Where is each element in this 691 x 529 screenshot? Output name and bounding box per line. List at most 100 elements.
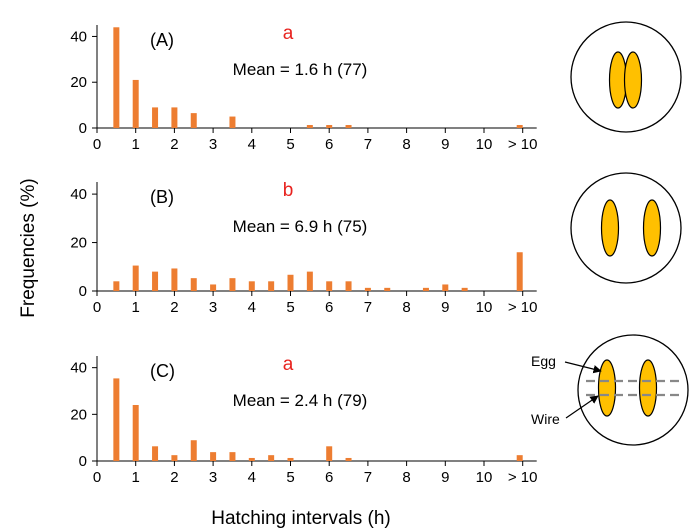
x-tick-label: 4 [248,136,256,153]
bar [516,455,523,461]
bar [152,271,159,291]
x-tick-label: 5 [286,469,294,486]
significance-letter: a [283,354,294,375]
x-tick-label: 8 [402,299,410,316]
bar [190,113,197,128]
y-tick-label: 40 [70,28,87,45]
x-tick-label: 8 [402,469,410,486]
egg-icon [600,199,620,257]
bar [152,107,159,128]
x-tick-label: 6 [325,136,333,153]
bar [268,281,275,291]
bar [516,252,523,291]
bar [229,116,236,128]
bar [268,455,275,461]
bar [516,125,523,128]
x-tick-label: 2 [170,299,178,316]
wire-label: Wire [531,411,560,427]
significance-letter: a [283,23,294,44]
bar [306,271,313,291]
bar [171,455,178,461]
significance-letter: b [283,180,294,201]
x-tick-label: 0 [93,136,101,153]
panel-label: (B) [150,187,174,207]
wire-arrow [565,395,599,419]
panel-1: 0 20 40 0 1 2 3 4 5 6 7 8 9 10 > 10 (A) a Mean = 1.6 h (7… [70,23,537,153]
bar [210,452,217,461]
x-tick-label: 10 [476,299,493,316]
x-tick-label: 3 [209,469,217,486]
x-tick-label: 9 [441,299,449,316]
y-tick-label: 0 [79,120,87,137]
x-tick-label: 7 [364,299,372,316]
bar [384,287,391,291]
x-tick-label: > 10 [508,469,538,486]
bar [248,457,255,461]
bar [132,265,139,291]
well-circle [577,334,689,446]
bar [345,457,352,461]
bar [326,125,333,128]
bar [345,125,352,128]
bar [326,446,333,461]
diagram-a [570,21,682,133]
bar [113,378,120,461]
x-tick-label: 2 [170,469,178,486]
x-tick-label: 0 [93,299,101,316]
y-tick-label: 20 [70,74,87,91]
bar [132,405,139,461]
bar [326,281,333,291]
x-tick-label: 7 [364,136,372,153]
x-axis-title: Hatching intervals (h) [211,508,391,529]
bar [171,268,178,291]
bar [229,452,236,461]
y-tick-label: 40 [70,186,87,203]
x-tick-label: 10 [476,136,493,153]
bar [442,284,449,291]
x-tick-label: 6 [325,469,333,486]
y-tick-label: 0 [79,283,87,300]
panel-3: 0 20 40 0 1 2 3 4 5 6 7 8 9 10 > 10 (C) a Mean = 2.4 h (7… [70,354,537,486]
bar [287,274,294,291]
x-tick-label: 3 [209,136,217,153]
well-circle [570,172,682,284]
bar [113,281,120,291]
egg-icon [638,359,658,417]
y-tick-label: 20 [70,235,87,252]
mean-annotation: Mean = 6.9 h (75) [233,217,368,236]
egg-icon [642,199,662,257]
mean-annotation: Mean = 2.4 h (79) [233,391,368,410]
panel-label: (C) [150,361,175,381]
bar [152,446,159,461]
x-tick-label: 7 [364,469,372,486]
bar [190,278,197,291]
bar [171,107,178,128]
bar [422,287,429,291]
egg-icon [597,359,617,417]
x-tick-label: 4 [248,469,256,486]
x-tick-label: 5 [286,136,294,153]
y-tick-label: 20 [70,406,87,423]
diagram-b [570,172,682,284]
x-tick-label: 0 [93,469,101,486]
bar [345,281,352,291]
bar [190,440,197,461]
bar [229,278,236,291]
x-tick-label: 3 [209,299,217,316]
mean-annotation: Mean = 1.6 h (77) [233,60,368,79]
egg-icon [623,51,643,109]
x-tick-label: 2 [170,136,178,153]
x-tick-label: 8 [402,136,410,153]
bar [248,281,255,291]
x-tick-label: 6 [325,299,333,316]
x-tick-label: 1 [132,136,140,153]
x-tick-label: 10 [476,469,493,486]
x-tick-label: 4 [248,299,256,316]
y-tick-label: 0 [79,453,87,470]
x-tick-label: > 10 [508,136,538,153]
bar [210,284,217,291]
bar [364,287,371,291]
x-tick-label: > 10 [508,299,538,316]
y-tick-label: 40 [70,360,87,377]
